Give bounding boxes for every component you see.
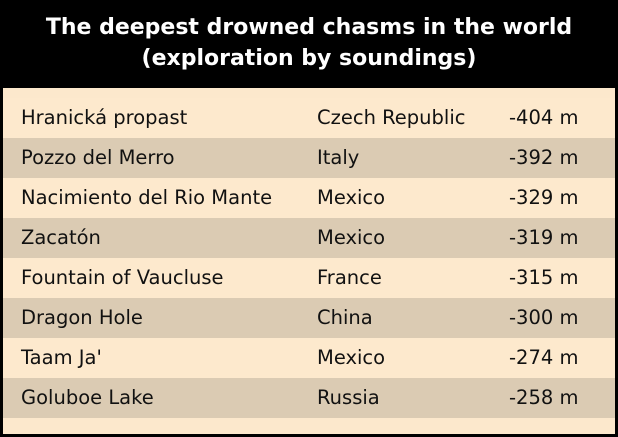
chasm-name-cell: Hranická propast [21,106,188,129]
depth-cell: -300 m [509,306,579,329]
country-cell: Mexico [317,226,386,249]
table-body: Hranická propast Czech Republic -404 m Pozz… [3,88,615,434]
country-cell: Russia [317,386,380,409]
depth-cell: -274 m [509,346,579,369]
country-cell: Mexico [317,186,386,209]
country-cell: France [317,266,382,289]
country-cell: Italy [317,146,360,169]
depth-cell: -329 m [509,186,579,209]
table-row: Hranická propast Czech Republic -404 m [3,98,615,138]
table-title: The deepest drowned chasms in the world … [0,0,618,88]
depth-cell: -258 m [509,386,579,409]
depth-cell: -392 m [509,146,579,169]
table-row: Pozzo del Merro Italy -392 m [3,138,615,178]
depth-cell: -404 m [509,106,579,129]
table-row: Zacatón Mexico -319 m [3,218,615,258]
chasm-name-cell: Zacatón [21,226,101,249]
depth-cell: -319 m [509,226,579,249]
table-row: Taam Ja' Mexico -274 m [3,338,615,378]
chasm-name-cell: Dragon Hole [21,306,143,329]
title-line-1: The deepest drowned chasms in the world [45,15,573,40]
chasm-name-cell: Taam Ja' [21,346,102,369]
country-cell: Mexico [317,346,386,369]
chasm-name-cell: Goluboe Lake [21,386,154,409]
chasm-name-cell: Fountain of Vaucluse [21,266,224,289]
country-cell: China [317,306,373,329]
title-line-2: (exploration by soundings) [141,46,477,71]
depth-cell: -315 m [509,266,579,289]
chasm-name-cell: Nacimiento del Rio Mante [21,186,273,209]
table-row: Goluboe Lake Russia -258 m [3,378,615,418]
table-row: Fountain of Vaucluse France -315 m [3,258,615,298]
country-cell: Czech Republic [317,106,466,129]
table-row: Dragon Hole China -300 m [3,298,615,338]
chasm-name-cell: Pozzo del Merro [21,146,175,169]
table-row: Nacimiento del Rio Mante Mexico -329 m [3,178,615,218]
